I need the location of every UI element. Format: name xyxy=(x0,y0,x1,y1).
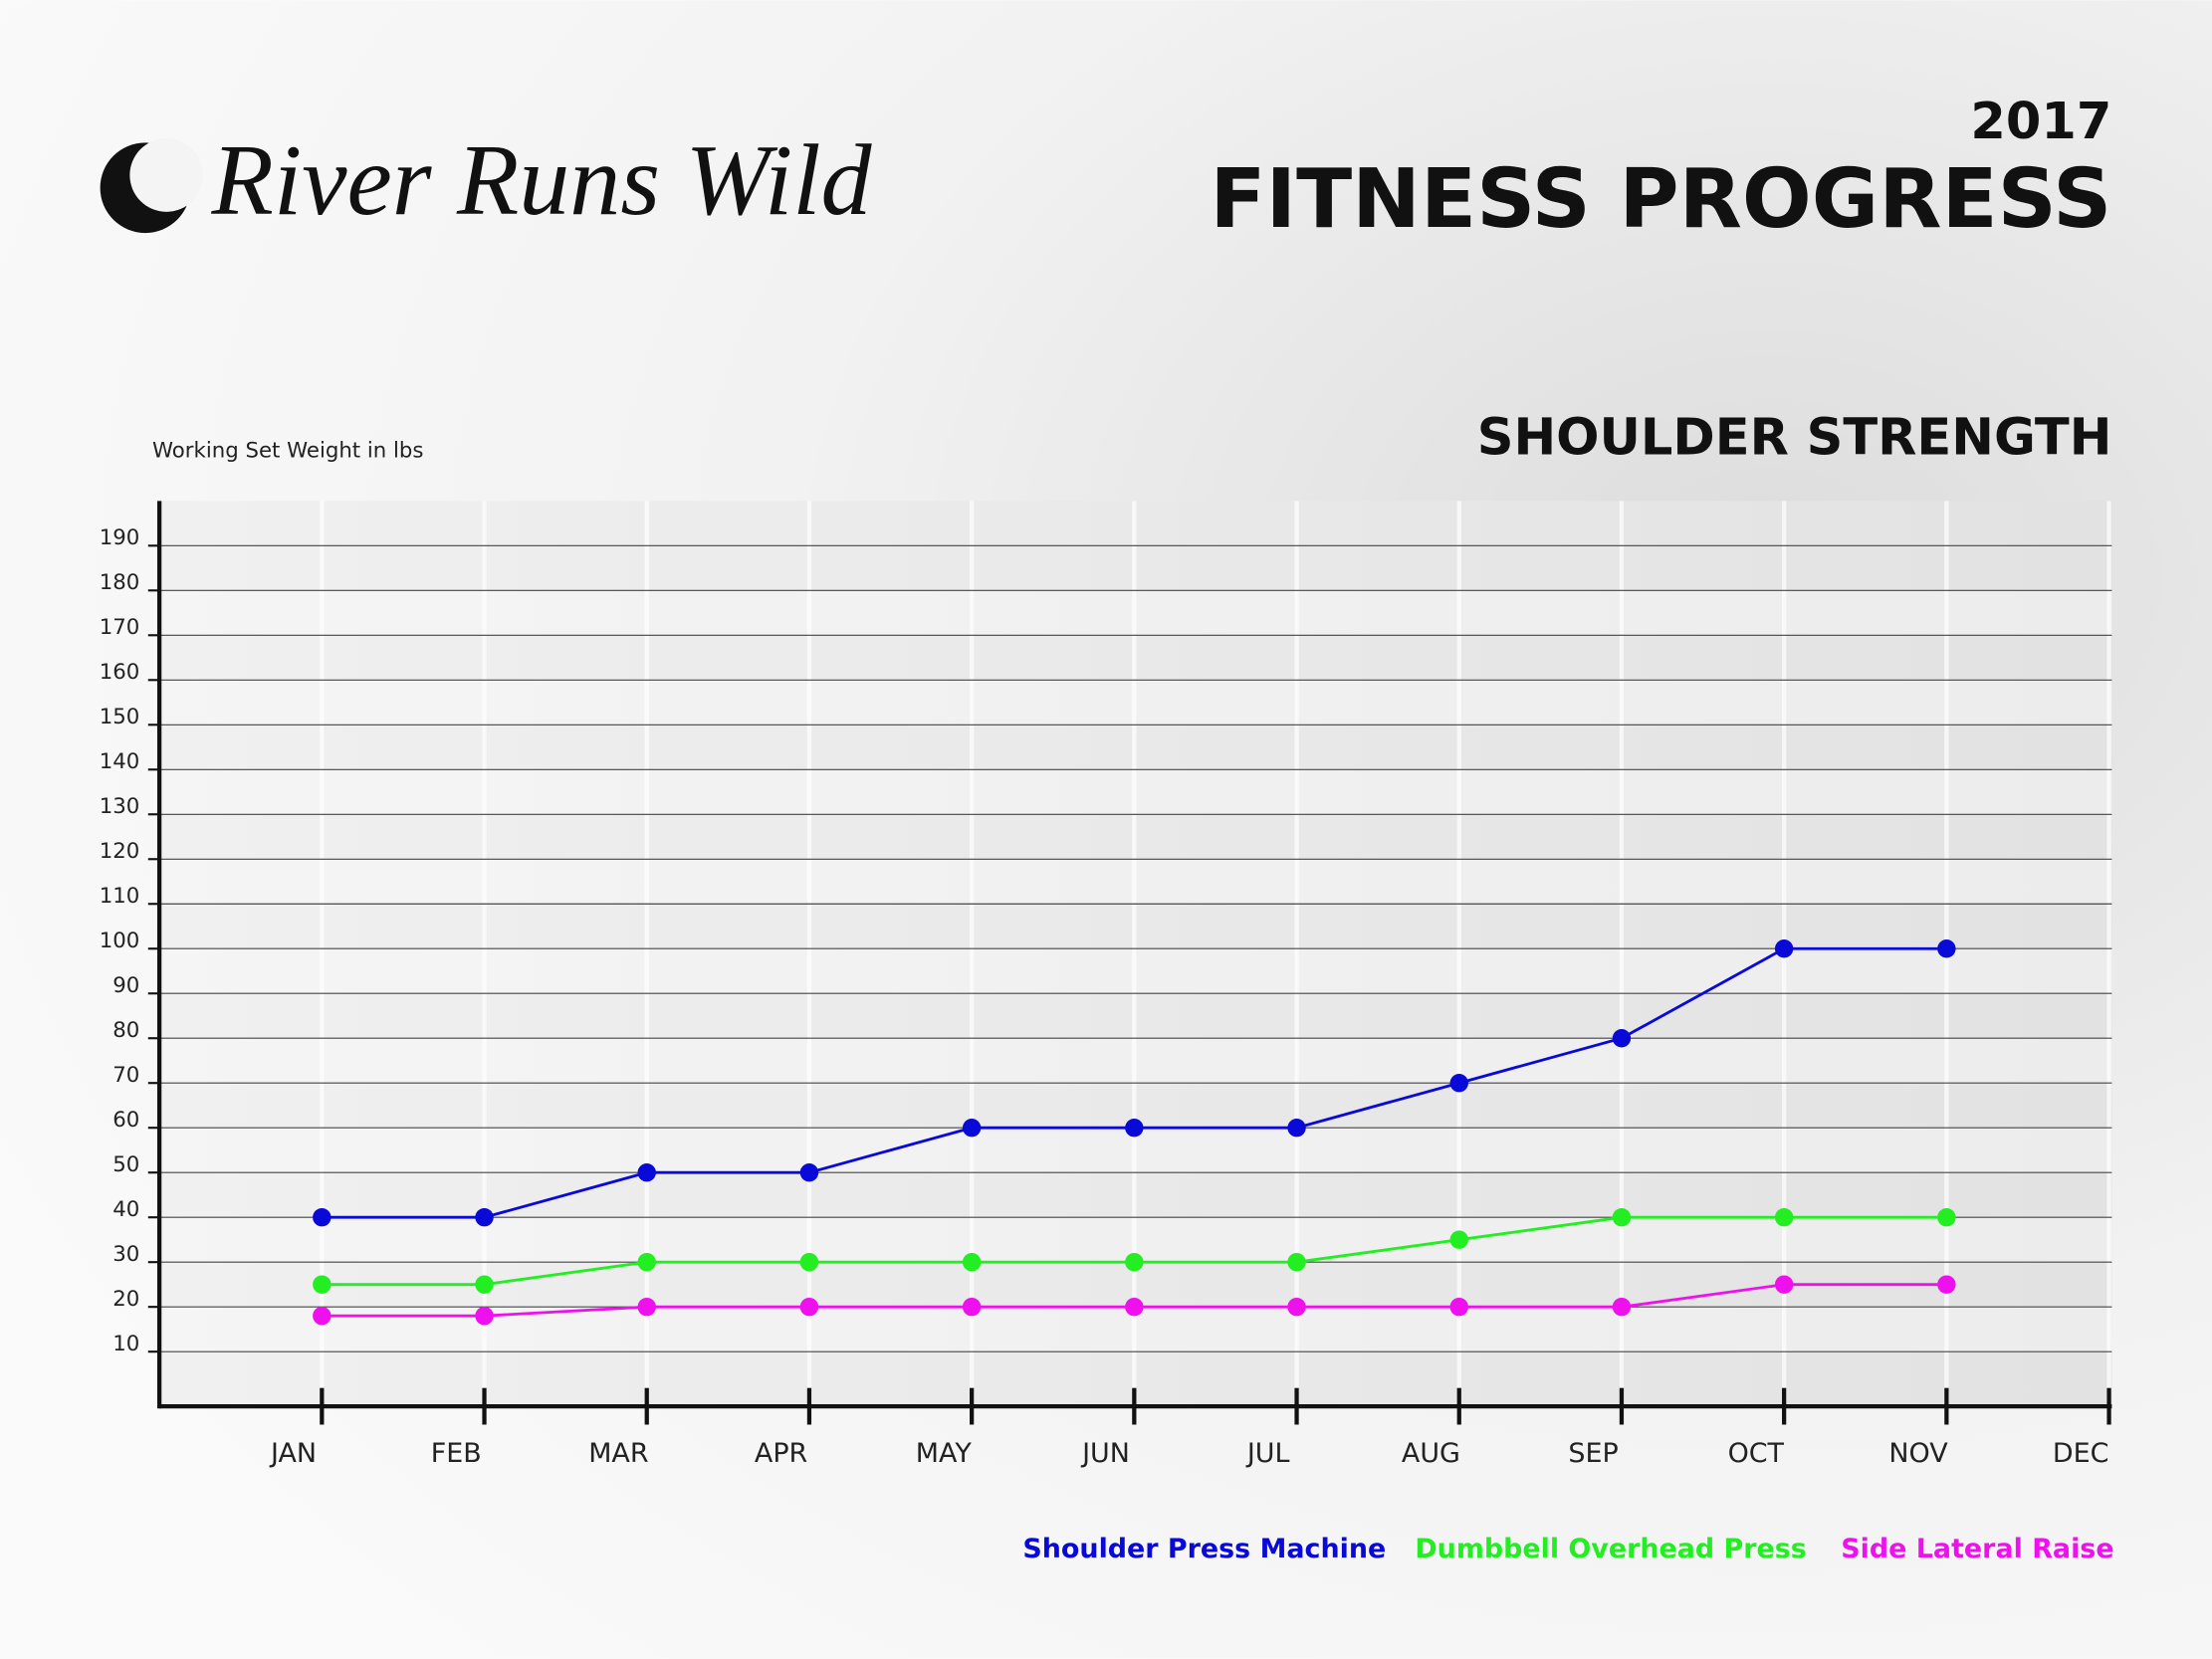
y-tick-label: 130 xyxy=(100,794,140,819)
data-point xyxy=(1612,1029,1632,1048)
data-point xyxy=(1287,1297,1306,1317)
data-point xyxy=(1937,1275,1956,1294)
y-tick-label: 40 xyxy=(112,1197,139,1222)
x-tick-label: SEP xyxy=(1568,1438,1618,1469)
y-tick-label: 90 xyxy=(112,973,139,998)
data-point xyxy=(313,1306,332,1326)
data-point xyxy=(1449,1297,1468,1317)
data-point xyxy=(637,1162,656,1182)
y-tick-label: 30 xyxy=(112,1242,139,1267)
y-axis-label: Working Set Weight in lbs xyxy=(152,439,423,464)
x-tick-label: APR xyxy=(755,1438,807,1469)
y-tick-label: 140 xyxy=(100,749,140,774)
legend-entry: Shoulder Press Machine xyxy=(1022,1534,1386,1564)
data-point xyxy=(799,1297,819,1317)
data-point xyxy=(962,1119,982,1138)
data-point xyxy=(1287,1252,1306,1272)
data-point xyxy=(1612,1297,1632,1317)
x-tick-label: JUL xyxy=(1245,1438,1290,1469)
data-point xyxy=(1125,1252,1144,1272)
data-point xyxy=(962,1297,982,1317)
data-point xyxy=(1937,1207,1956,1227)
logo-moon-cut xyxy=(129,138,204,212)
data-point xyxy=(313,1207,332,1227)
x-tick-label: NOV xyxy=(1888,1438,1948,1469)
y-tick-label: 120 xyxy=(100,839,140,864)
y-tick-label: 150 xyxy=(100,705,140,729)
data-point xyxy=(799,1162,819,1182)
x-tick-label: DEC xyxy=(2053,1438,2109,1469)
y-tick-label: 50 xyxy=(112,1152,139,1177)
data-point xyxy=(313,1275,332,1294)
x-tick-label: MAR xyxy=(588,1438,648,1469)
data-point xyxy=(1774,1275,1794,1294)
data-point xyxy=(637,1297,656,1317)
y-tick-label: 20 xyxy=(112,1287,139,1312)
x-tick-label: MAY xyxy=(916,1438,973,1469)
data-point xyxy=(1449,1074,1468,1093)
data-point xyxy=(1937,939,1956,958)
y-tick-label: 180 xyxy=(100,570,140,595)
data-point xyxy=(1287,1119,1306,1138)
x-tick-label: AUG xyxy=(1402,1438,1460,1469)
data-point xyxy=(475,1306,494,1326)
data-point xyxy=(1612,1207,1632,1227)
data-point xyxy=(475,1207,494,1227)
y-tick-label: 60 xyxy=(112,1108,139,1133)
logo: River Runs Wild xyxy=(100,124,873,237)
y-tick-label: 160 xyxy=(100,660,140,685)
data-point xyxy=(475,1275,494,1294)
x-tick-label: FEB xyxy=(431,1438,482,1469)
data-point xyxy=(637,1252,656,1272)
legend-entry: Dumbbell Overhead Press xyxy=(1415,1534,1807,1564)
data-point xyxy=(962,1252,982,1272)
y-tick-label: 10 xyxy=(112,1332,139,1356)
data-point xyxy=(799,1252,819,1272)
data-point xyxy=(1125,1297,1144,1317)
data-point xyxy=(1125,1119,1144,1138)
x-tick-label: OCT xyxy=(1728,1438,1785,1469)
legend-entry: Side Lateral Raise xyxy=(1841,1534,2113,1564)
y-tick-label: 170 xyxy=(100,615,140,640)
y-tick-label: 80 xyxy=(112,1018,139,1043)
y-tick-label: 100 xyxy=(100,929,140,953)
x-tick-label: JAN xyxy=(269,1438,317,1469)
data-point xyxy=(1774,1207,1794,1227)
brand: River Runs Wild xyxy=(211,124,873,237)
chart-title: FITNESS PROGRESS xyxy=(1210,152,2111,247)
data-point xyxy=(1774,939,1794,958)
chart-subtitle: SHOULDER STRENGTH xyxy=(1477,408,2112,467)
x-tick-label: JUN xyxy=(1080,1438,1130,1469)
y-tick-label: 110 xyxy=(100,884,140,909)
data-point xyxy=(1449,1230,1468,1249)
year: 2017 xyxy=(1970,93,2111,151)
y-tick-label: 190 xyxy=(100,525,140,550)
y-tick-label: 70 xyxy=(112,1063,139,1088)
